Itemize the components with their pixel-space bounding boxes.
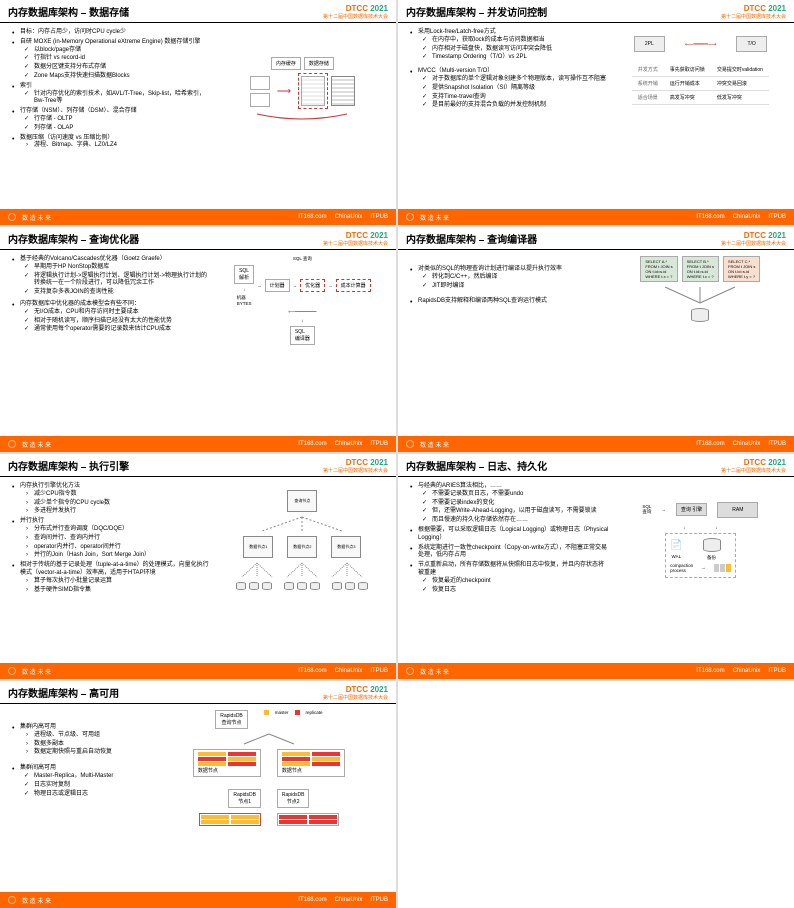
exec-diagram: 查询节点 数据节点1数据节点2数据节点3 [219, 483, 386, 596]
bullet: 与经典的ARIES算法相比，…… 不需要记录数页日志，不需要undo不需要记录i… [408, 483, 609, 525]
cc-table: 并发方式事先获取访问锁交易提交时validation 系统开销运行开销成本冲突交… [632, 63, 769, 105]
slide-title: 内存数据库架构 – 执行引擎 [8, 458, 129, 473]
bullet: 行存储（NSM）、列存储（DSM）、混合存储 行存储 - OLTP列存储 - O… [10, 108, 211, 132]
dtcc-logo: DTCC 2021第十二届中国数据库技术大会 [721, 231, 786, 247]
bullet: 目标：内存占用少，访问时CPU cycle少 [10, 29, 211, 37]
slide-footer: 数 造 未 来IT168.comChinaUnixITPUB [0, 892, 396, 908]
bullet: 对类似的SQL的物理查询计划进行编译以提升执行效率 转化到C/C++，然后编译J… [408, 266, 609, 290]
bullet: 索引 针对内存优化的索引技术，如AVL/T-Tree，Skip-list，哈希索… [10, 83, 211, 106]
slide-title: 内存数据库架构 – 并发访问控制 [406, 4, 547, 19]
bullet: 自研 MOXE (in-Memory Operational eXtreme E… [10, 39, 211, 81]
dtcc-logo: DTCC 2021第十二届中国数据库技术大会 [721, 4, 786, 20]
slide-grid: 内存数据库架构 – 数据存储 DTCC 2021第十二届中国数据库技术大会 目标… [0, 0, 794, 908]
bullet: MVCC（Multi-version T/O） 对于数据库的单个逻辑对象创建多个… [408, 68, 609, 110]
slide-title: 内存数据库架构 – 查询编译器 [406, 231, 537, 246]
slide-footer: 数 造 未 来IT168.comChinaUnixITPUB [0, 436, 396, 452]
bullet: 采用Lock-free/Latch-free方式 在内存中，获取lock的成本与… [408, 29, 609, 62]
bullet: 内存数据库中优化器的成本模型会有些不同： 无I/O成本，CPU和内存访问时主要成… [10, 301, 211, 334]
bullet: 内存执行引擎优化方法 减少CPU指令数减少单个指令的CPU cycle数多进程并… [10, 483, 211, 516]
dtcc-logo: DTCC 2021第十二届中国数据库技术大会 [323, 231, 388, 247]
bullet: RapidsDB支持解释和编译两种SQL查询运行模式 [408, 298, 609, 306]
slide-title: 内存数据库架构 – 高可用 [8, 685, 119, 700]
bullet: 集群内高可用 进程级、节点级、可用组数据多副本数据定期快照与重启自动恢复 [10, 724, 144, 757]
bullet: 数据压缩（访问速度 vs 压缩比例） 游程、Bitmap、字典、LZ0/LZ4 [10, 135, 211, 151]
compiler-diagram: SELECT A.* FROM t JOIN s ON t.id=s.id WH… [617, 256, 784, 322]
bullet: 相对于传统的基于记录处理（tuple-at-a-time）的处理模式，向量化执行… [10, 562, 211, 594]
slide-footer: 数 造 未 来IT168.comChinaUnixITPUB [0, 209, 396, 225]
cc-diagram: 2PL⟵━━━━⟶T/O 并发方式事先获取访问锁交易提交时validation … [617, 29, 784, 112]
slide-title: 内存数据库架构 – 日志、持久化 [406, 458, 547, 473]
optimizer-diagram: SQL 查询 SQL解析↓机器BYTES →计划器→ 优化器 → 成本计算器 ⟵… [219, 256, 386, 345]
slide-footer: 数 造 未 来IT168.comChinaUnixITPUB [398, 663, 794, 679]
log-diagram: SQL 查询→ 查询 引擎 RAM ↓↓ 📄WAL 备份 compaction … [617, 483, 784, 596]
slide-title: 内存数据库架构 – 数据存储 [8, 4, 129, 19]
ha-diagram: RapidsDB 查询节点 masterreplicate 数据节点 数据节点 … [152, 710, 386, 826]
storage-diagram: 内存缓存数据存储 ⟶ [219, 29, 386, 152]
slide-concurrency: 内存数据库架构 – 并发访问控制 DTCC 2021第十二届中国数据库技术大会 … [398, 0, 794, 225]
dtcc-logo: DTCC 2021第十二届中国数据库技术大会 [323, 685, 388, 701]
dtcc-logo: DTCC 2021第十二届中国数据库技术大会 [323, 4, 388, 20]
slide-footer: 数 造 未 来IT168.comChinaUnixITPUB [398, 209, 794, 225]
bullet: 系统定期进行一致性checkpoint（Copy-on-write方式），不阻塞… [408, 545, 609, 561]
slide-log: 内存数据库架构 – 日志、持久化 DTCC 2021第十二届中国数据库技术大会 … [398, 454, 794, 679]
dtcc-logo: DTCC 2021第十二届中国数据库技术大会 [721, 458, 786, 474]
slide-optimizer: 内存数据库架构 – 查询优化器 DTCC 2021第十二届中国数据库技术大会 基… [0, 227, 396, 452]
bullet: 并行执行 分布式并行查询调度（DQC/DQE）查询间并行、查询内并行operat… [10, 518, 211, 560]
bullet: 集群间高可用 Master-Replica，Multi-Master日志实时复制… [10, 765, 144, 798]
slide-compiler: 内存数据库架构 – 查询编译器 DTCC 2021第十二届中国数据库技术大会 对… [398, 227, 794, 452]
slide-title: 内存数据库架构 – 查询优化器 [8, 231, 139, 246]
slide-footer: 数 造 未 来IT168.comChinaUnixITPUB [398, 436, 794, 452]
bullet: 节点重新启动，所有存储数据将从快照和日志中恢复，并且内存状态将被重建 恢复最近的… [408, 562, 609, 594]
empty-slot [398, 681, 794, 908]
slide-storage: 内存数据库架构 – 数据存储 DTCC 2021第十二届中国数据库技术大会 目标… [0, 0, 396, 225]
dtcc-logo: DTCC 2021第十二届中国数据库技术大会 [323, 458, 388, 474]
bullet: 基于经典的Volcano/Cascades优化器（Goetz Graefe） 早… [10, 256, 211, 297]
bullet: 根据需要，可以采取逻辑日志（Logical Logging）或物理日志（Phys… [408, 527, 609, 543]
slide-ha: 内存数据库架构 – 高可用 DTCC 2021第十二届中国数据库技术大会 集群内… [0, 681, 396, 908]
slide-footer: 数 造 未 来IT168.comChinaUnixITPUB [0, 663, 396, 679]
slide-exec: 内存数据库架构 – 执行引擎 DTCC 2021第十二届中国数据库技术大会 内存… [0, 454, 396, 679]
